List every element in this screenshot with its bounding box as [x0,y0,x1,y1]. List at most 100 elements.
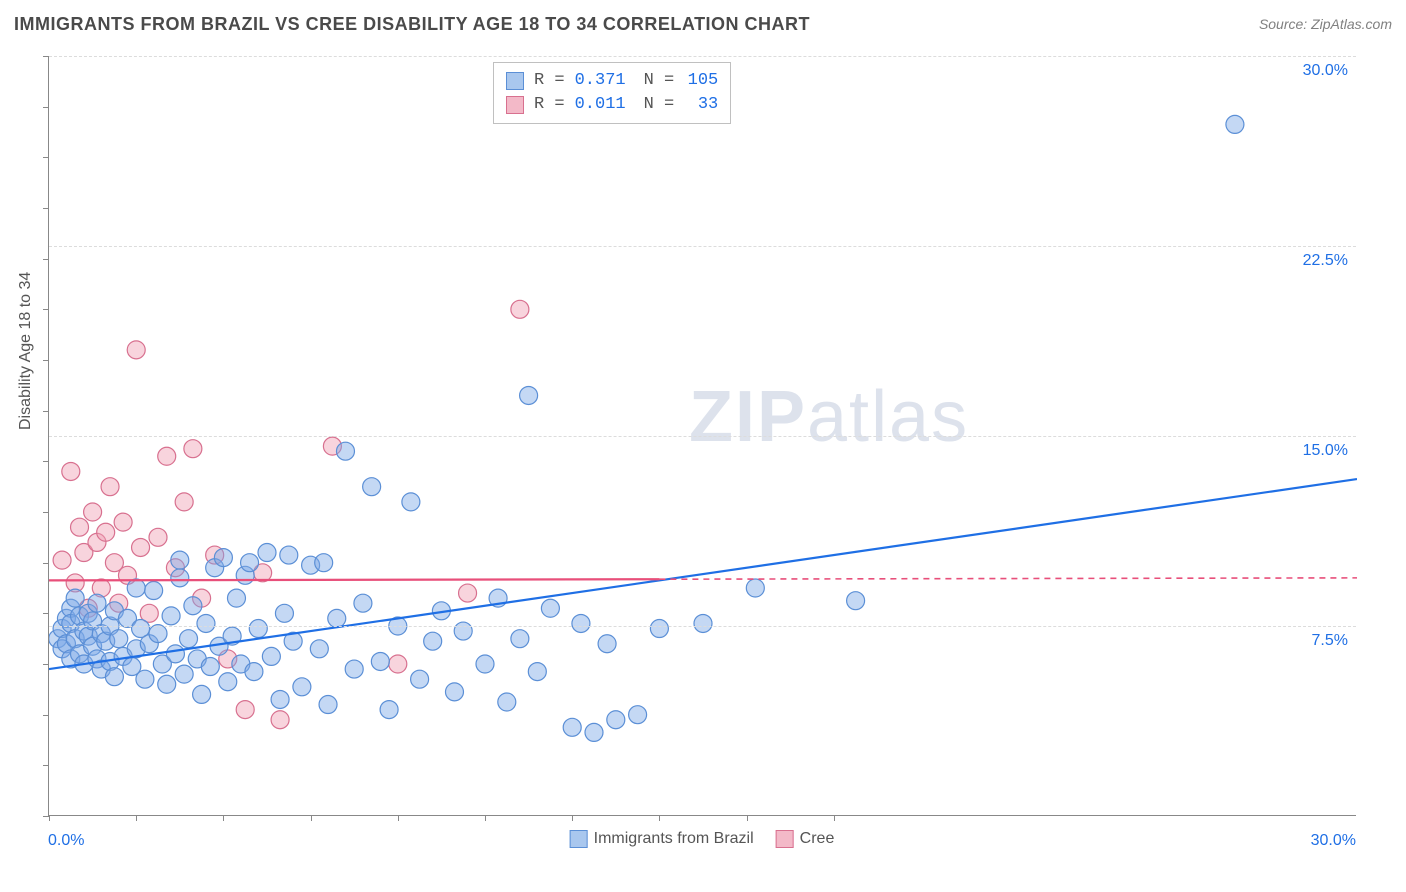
data-point-brazil [180,630,198,648]
gridline [49,436,1356,437]
data-point-cree [459,584,477,602]
y-tick-label: 15.0% [1278,442,1348,460]
y-tick [43,309,49,310]
stats-n-value-cree: 33 [684,93,718,117]
data-point-brazil [336,442,354,460]
data-point-cree [389,655,407,673]
data-point-cree [271,711,289,729]
data-point-cree [149,528,167,546]
data-point-brazil [227,589,245,607]
data-point-brazil [175,665,193,683]
data-point-brazil [219,673,237,691]
y-axis-label: Disability Age 18 to 34 [17,272,35,430]
data-point-brazil [280,546,298,564]
data-point-brazil [66,589,84,607]
legend-item-brazil: Immigrants from Brazil [570,830,754,848]
data-point-brazil [315,554,333,572]
data-point-brazil [411,670,429,688]
legend-item-cree: Cree [776,830,835,848]
data-point-brazil [319,696,337,714]
data-point-cree [184,440,202,458]
data-point-cree [62,462,80,480]
y-tick [43,461,49,462]
legend-label-cree: Cree [800,830,835,847]
data-point-cree [158,447,176,465]
data-point-brazil [88,594,106,612]
data-point-cree [101,478,119,496]
y-tick [43,765,49,766]
y-tick [43,816,49,817]
stats-r-label: R = [534,93,565,117]
source-attribution: Source: ZipAtlas.com [1259,16,1392,32]
y-tick [43,208,49,209]
data-point-cree [71,518,89,536]
data-point-brazil [345,660,363,678]
data-point-brazil [746,579,764,597]
data-point-brazil [214,549,232,567]
x-tick [834,815,835,821]
data-point-brazil [402,493,420,511]
x-tick [659,815,660,821]
data-point-cree [132,538,150,556]
data-point-brazil [585,723,603,741]
data-point-brazil [171,569,189,587]
data-point-brazil [245,663,263,681]
stats-row-brazil: R = 0.371 N = 105 [506,69,718,93]
data-point-brazil [476,655,494,673]
chart-container: IMMIGRANTS FROM BRAZIL VS CREE DISABILIT… [0,0,1406,892]
y-tick [43,157,49,158]
title-bar: IMMIGRANTS FROM BRAZIL VS CREE DISABILIT… [14,14,1392,44]
data-point-cree [127,341,145,359]
data-point-brazil [328,609,346,627]
data-point-brazil [694,614,712,632]
swatch-brazil [570,830,588,848]
data-point-brazil [650,620,668,638]
data-point-brazil [310,640,328,658]
y-tick-label: 22.5% [1278,252,1348,270]
stats-row-cree: R = 0.011 N = 33 [506,93,718,117]
data-point-brazil [149,625,167,643]
data-point-brazil [171,551,189,569]
data-point-brazil [607,711,625,729]
data-point-brazil [520,386,538,404]
data-point-cree [236,701,254,719]
gridline [49,246,1356,247]
data-point-brazil [445,683,463,701]
y-tick [43,512,49,513]
x-tick [311,815,312,821]
legend-label-brazil: Immigrants from Brazil [594,830,754,847]
trendline-dashed-cree [659,578,1357,579]
data-point-brazil [572,614,590,632]
data-point-brazil [424,632,442,650]
data-point-brazil [528,663,546,681]
data-point-brazil [249,620,267,638]
data-point-brazil [184,597,202,615]
y-tick [43,411,49,412]
y-tick [43,56,49,57]
data-point-cree [97,523,115,541]
data-point-brazil [162,607,180,625]
data-point-brazil [197,614,215,632]
data-point-brazil [371,652,389,670]
y-tick-label: 7.5% [1278,632,1348,650]
bottom-legend: Immigrants from Brazil Cree [570,830,835,848]
y-tick [43,613,49,614]
data-point-brazil [241,554,259,572]
source-name: ZipAtlas.com [1311,16,1392,32]
stats-r-label: R = [534,69,565,93]
gridline [49,626,1356,627]
y-tick [43,360,49,361]
data-point-brazil [563,718,581,736]
gridline [49,56,1356,57]
data-point-brazil [363,478,381,496]
x-axis-max-label: 30.0% [1311,832,1356,850]
x-axis-min-label: 0.0% [48,832,84,850]
data-point-cree [84,503,102,521]
y-tick [43,715,49,716]
stats-r-value-brazil: 0.371 [575,69,626,93]
data-point-brazil [629,706,647,724]
correlation-stats-box: R = 0.371 N = 105 R = 0.011 N = 33 [493,62,731,124]
swatch-cree [776,830,794,848]
y-tick [43,664,49,665]
data-point-brazil [258,544,276,562]
